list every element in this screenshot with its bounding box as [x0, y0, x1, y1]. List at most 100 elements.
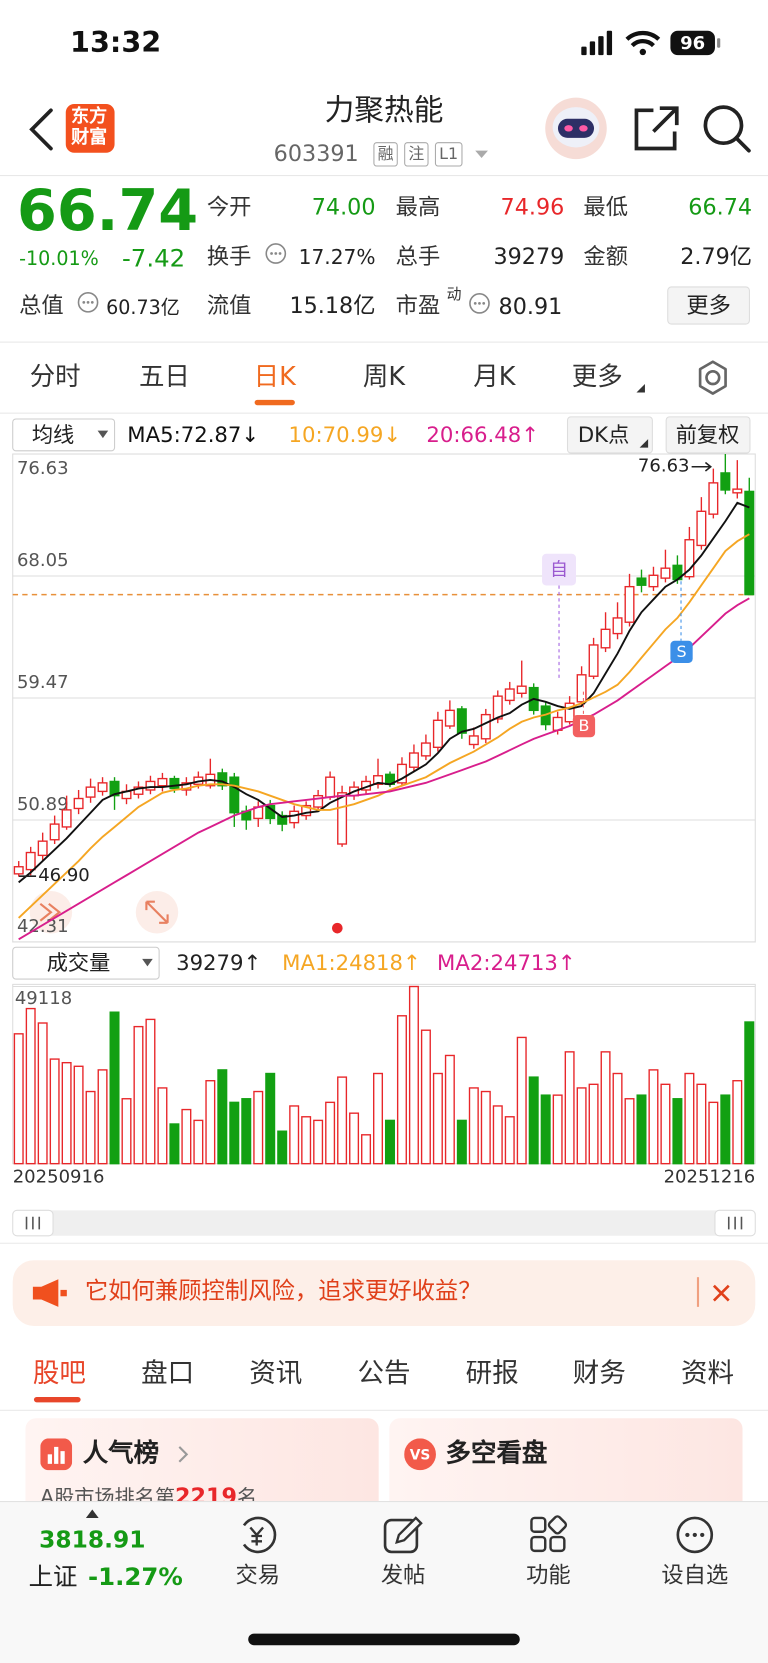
watchlist-icon[interactable] — [675, 1515, 715, 1555]
trade-icon[interactable] — [235, 1515, 280, 1555]
adjust-button[interactable] — [665, 416, 751, 454]
candle-body — [720, 472, 731, 491]
y-tick-label: 50.89 — [17, 794, 69, 815]
volume-bar — [708, 1101, 719, 1165]
field-label: 换手 — [206, 243, 252, 270]
post-icon[interactable] — [382, 1515, 424, 1555]
candle-body — [492, 695, 503, 720]
dk-button[interactable] — [566, 416, 653, 454]
period-tab[interactable]: 五日 — [138, 361, 190, 392]
volume-bar — [408, 985, 419, 1165]
index-change[interactable]: -1.27% — [88, 1563, 183, 1592]
section-tab[interactable]: 盘口 — [141, 1357, 195, 1389]
volume-bar — [301, 1116, 312, 1165]
volume-bar — [396, 1015, 407, 1165]
volume-selector-box[interactable] — [12, 946, 160, 980]
info-icon[interactable] — [76, 291, 99, 314]
section-tab-active[interactable]: 股吧 — [32, 1357, 86, 1389]
candle-body — [696, 510, 707, 547]
nav-label[interactable]: 设自选 — [661, 1562, 729, 1588]
volume-bar — [169, 1123, 180, 1165]
field-value: 60.73亿 — [106, 297, 180, 320]
section-tab[interactable]: 公告 — [357, 1357, 411, 1389]
card-title: 人气榜 — [82, 1438, 160, 1469]
ad-close[interactable] — [711, 1282, 732, 1303]
megaphone-icon — [32, 1279, 67, 1307]
popularity-card[interactable] — [25, 1418, 379, 1514]
candle-body — [217, 772, 228, 787]
stock-name: 力聚热能 — [324, 92, 444, 128]
divider — [0, 1409, 768, 1411]
dropdown-arrow[interactable] — [473, 149, 490, 162]
volume-bar — [552, 1094, 563, 1165]
sentiment-card[interactable] — [389, 1418, 743, 1514]
logo-text: 财富 — [71, 127, 108, 149]
volume-bar — [612, 1072, 623, 1165]
candle-body — [109, 780, 120, 797]
ma-line — [18, 597, 750, 941]
button-arrow — [639, 439, 649, 448]
volume-panel — [12, 983, 756, 1165]
battery-level: 96 — [680, 32, 706, 55]
nav-label[interactable]: 功能 — [526, 1562, 571, 1588]
volume-bar — [504, 1116, 515, 1165]
settings-button[interactable] — [694, 359, 732, 397]
back-button[interactable] — [25, 106, 57, 153]
expand-icon — [145, 900, 169, 924]
share-button[interactable] — [632, 104, 681, 153]
nav-label[interactable]: 交易 — [235, 1562, 281, 1588]
scrollbar[interactable] — [12, 1210, 756, 1236]
field-label: 最低 — [583, 194, 628, 220]
index-value[interactable]: 3818.91 — [39, 1527, 146, 1555]
candle-body — [61, 809, 72, 828]
volume-bar — [325, 1101, 336, 1165]
candle-body — [37, 840, 48, 857]
volume-bar — [564, 1051, 575, 1165]
volume-bar — [540, 1094, 551, 1165]
ad-separator — [696, 1277, 700, 1307]
volume-bar — [229, 1101, 240, 1165]
ad-banner[interactable] — [12, 1260, 756, 1326]
section-tab[interactable]: 研报 — [465, 1357, 519, 1389]
candle-body — [564, 702, 575, 723]
volume-bar — [480, 1090, 491, 1165]
period-tab[interactable]: 月K — [473, 361, 516, 392]
candle-body — [408, 752, 419, 768]
ma-line — [18, 501, 750, 884]
candle-body — [337, 792, 348, 845]
volume-bar — [265, 1072, 276, 1165]
assistant-avatar[interactable] — [543, 95, 611, 161]
candle-body — [85, 786, 96, 798]
info-icon[interactable] — [468, 292, 491, 315]
nav-label[interactable]: 发帖 — [380, 1562, 426, 1588]
volume-bar — [696, 1083, 707, 1165]
volume-bar — [277, 1130, 288, 1165]
section-tab[interactable]: 资讯 — [249, 1357, 303, 1389]
info-icon[interactable] — [264, 242, 287, 265]
handle-grip — [727, 1216, 743, 1230]
volume-bar — [157, 1087, 168, 1165]
more-button[interactable]: 更多 — [667, 286, 750, 325]
event-dot — [332, 922, 343, 934]
ma-selector-box[interactable] — [12, 418, 116, 452]
period-tab-active[interactable]: 日K — [253, 361, 296, 392]
period-tab[interactable]: 周K — [362, 361, 406, 392]
candle-body — [229, 776, 240, 814]
ad-text[interactable]: 它如何兼顾控制风险，追求更好收益？ — [84, 1278, 482, 1305]
period-tab[interactable]: 分时 — [29, 361, 81, 392]
legend-entry: 20:66.48↑ — [426, 423, 539, 448]
candle-body — [732, 488, 743, 494]
divider — [0, 412, 768, 414]
period-tab[interactable]: 更多 — [571, 361, 623, 392]
volume-bar — [432, 1072, 443, 1165]
candle-body — [313, 794, 324, 808]
field-value: 17.27% — [298, 246, 376, 270]
candle-body — [636, 577, 647, 586]
candle-body — [612, 617, 623, 635]
index-name[interactable]: 上证 — [28, 1563, 78, 1592]
candle-body — [504, 688, 515, 702]
search-button[interactable] — [700, 102, 753, 155]
function-icon[interactable] — [528, 1515, 568, 1555]
section-tab[interactable]: 财务 — [572, 1357, 626, 1389]
section-tab[interactable]: 资料 — [681, 1357, 735, 1389]
